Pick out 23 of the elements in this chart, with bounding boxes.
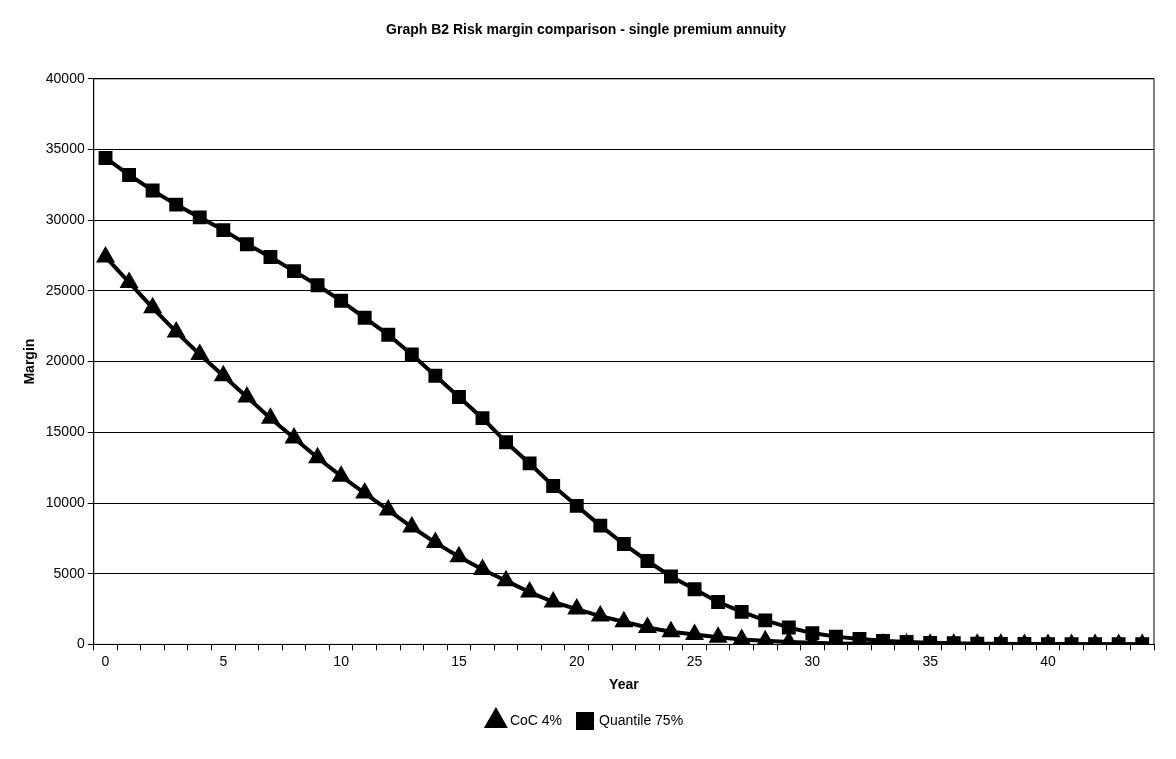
x-tick-label: 35 [922, 652, 939, 669]
x-tick-label: 15 [451, 652, 467, 669]
y-axis-title: Margin [21, 338, 38, 385]
y-tick-label: 20000 [45, 352, 85, 369]
x-tick-label: 30 [804, 652, 821, 669]
y-tick-label: 0 [76, 635, 85, 652]
legend-label: Quantile 75% [599, 711, 684, 728]
x-tick-label: 5 [219, 652, 228, 669]
chart-title: Graph B2 Risk margin comparison - single premium annuity [386, 21, 787, 38]
y-tick-label: 25000 [45, 281, 85, 298]
y-tick-label: 40000 [45, 69, 85, 86]
y-tick-label: 10000 [45, 493, 85, 510]
y-tick-label: 35000 [45, 140, 85, 157]
x-tick-label: 20 [568, 652, 585, 669]
y-tick-label: 15000 [45, 423, 85, 440]
legend-label: CoC 4% [509, 711, 563, 728]
y-tick-label: 30000 [45, 211, 85, 228]
x-axis-title: Year [609, 676, 640, 693]
x-tick-label: 0 [101, 652, 110, 669]
x-tick-label: 25 [686, 652, 703, 669]
y-tick-label: 5000 [53, 564, 85, 581]
x-tick-label: 10 [333, 652, 350, 669]
x-tick-label: 40 [1040, 652, 1056, 669]
